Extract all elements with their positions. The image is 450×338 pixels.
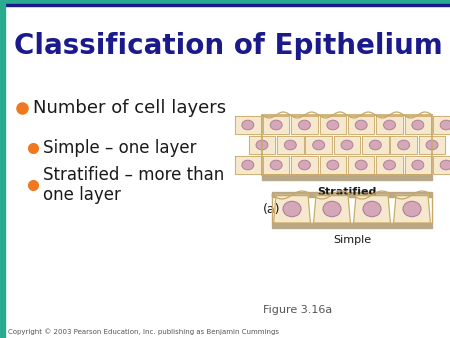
Bar xyxy=(272,223,432,228)
Text: Number of cell layers: Number of cell layers xyxy=(33,99,226,117)
Polygon shape xyxy=(263,155,289,174)
Polygon shape xyxy=(249,136,275,154)
Bar xyxy=(262,175,432,180)
Ellipse shape xyxy=(355,120,367,130)
Text: Stratified – more than
one layer: Stratified – more than one layer xyxy=(43,166,224,204)
Ellipse shape xyxy=(313,140,324,150)
Bar xyxy=(272,192,432,197)
Bar xyxy=(0,4,450,6)
Polygon shape xyxy=(376,116,403,135)
Text: Classification of Epithelium: Classification of Epithelium xyxy=(14,32,443,60)
Polygon shape xyxy=(362,136,389,154)
Ellipse shape xyxy=(383,160,396,170)
Polygon shape xyxy=(274,195,310,223)
Ellipse shape xyxy=(412,120,424,130)
Ellipse shape xyxy=(270,120,282,130)
Polygon shape xyxy=(390,136,417,154)
Polygon shape xyxy=(418,136,446,154)
Polygon shape xyxy=(291,155,318,174)
Text: Copyright © 2003 Pearson Education, Inc. publishing as Benjamin Cummings: Copyright © 2003 Pearson Education, Inc.… xyxy=(8,328,279,335)
Ellipse shape xyxy=(327,160,339,170)
Text: (a): (a) xyxy=(263,203,280,216)
Polygon shape xyxy=(320,155,346,174)
Ellipse shape xyxy=(398,140,410,150)
Text: Stratified: Stratified xyxy=(317,187,377,197)
Bar xyxy=(272,195,432,223)
Ellipse shape xyxy=(242,120,254,130)
Ellipse shape xyxy=(283,201,301,217)
Text: Figure 3.16a: Figure 3.16a xyxy=(263,305,332,315)
Ellipse shape xyxy=(363,201,381,217)
Polygon shape xyxy=(433,155,450,174)
Ellipse shape xyxy=(242,160,254,170)
Polygon shape xyxy=(234,155,261,174)
Polygon shape xyxy=(348,155,374,174)
Ellipse shape xyxy=(323,201,341,217)
Ellipse shape xyxy=(298,120,310,130)
Ellipse shape xyxy=(284,140,296,150)
Ellipse shape xyxy=(383,120,396,130)
Ellipse shape xyxy=(341,140,353,150)
Text: Simple – one layer: Simple – one layer xyxy=(43,139,197,157)
Polygon shape xyxy=(306,136,332,154)
Polygon shape xyxy=(263,116,289,135)
Ellipse shape xyxy=(355,160,367,170)
Polygon shape xyxy=(234,116,261,135)
Ellipse shape xyxy=(403,201,421,217)
Ellipse shape xyxy=(440,160,450,170)
Polygon shape xyxy=(320,116,346,135)
Ellipse shape xyxy=(426,140,438,150)
Text: Simple: Simple xyxy=(333,235,371,245)
Polygon shape xyxy=(405,116,431,135)
Polygon shape xyxy=(277,136,304,154)
Bar xyxy=(0,0,450,4)
Polygon shape xyxy=(433,116,450,135)
Bar xyxy=(0,0,5,338)
Ellipse shape xyxy=(369,140,381,150)
Ellipse shape xyxy=(256,140,268,150)
Ellipse shape xyxy=(270,160,282,170)
Ellipse shape xyxy=(440,120,450,130)
Polygon shape xyxy=(291,116,318,135)
Bar xyxy=(262,115,432,175)
Polygon shape xyxy=(405,155,431,174)
Ellipse shape xyxy=(298,160,310,170)
Polygon shape xyxy=(348,116,374,135)
Polygon shape xyxy=(314,195,351,223)
Ellipse shape xyxy=(412,160,424,170)
Polygon shape xyxy=(354,195,391,223)
Ellipse shape xyxy=(327,120,339,130)
Polygon shape xyxy=(376,155,403,174)
Polygon shape xyxy=(394,195,430,223)
Polygon shape xyxy=(334,136,360,154)
